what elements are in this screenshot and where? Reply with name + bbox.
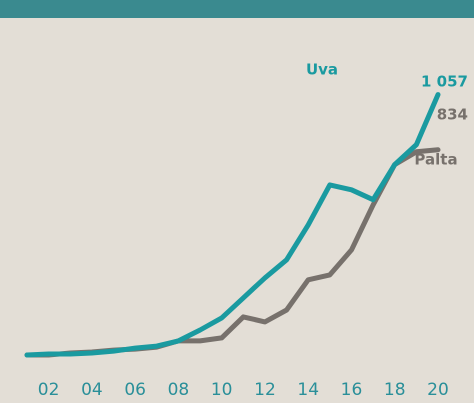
header-band xyxy=(0,0,474,18)
value-label: 1 057 xyxy=(421,73,468,91)
x-tick-label: 04 xyxy=(81,380,103,400)
x-tick-label: 08 xyxy=(168,380,190,400)
x-tick-label: 06 xyxy=(124,380,146,400)
series-label: Palta xyxy=(414,151,457,169)
x-tick-label: 02 xyxy=(38,380,60,400)
x-tick-label: 20 xyxy=(427,380,449,400)
x-tick-label: 18 xyxy=(384,380,406,400)
x-tick-label: 10 xyxy=(211,380,233,400)
line xyxy=(24,92,441,358)
value-label: 834 xyxy=(437,106,468,124)
x-tick-label: 16 xyxy=(341,380,363,400)
series-label: Uva xyxy=(306,61,338,79)
x-tick-label: 14 xyxy=(297,380,319,400)
x-tick-label: 12 xyxy=(254,380,276,400)
